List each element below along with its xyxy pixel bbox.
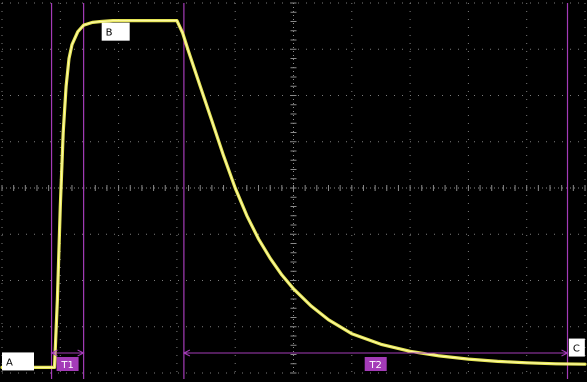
interval-annotations: T1 T2 — [50, 349, 569, 371]
interval-arrow-head — [182, 349, 191, 357]
cursor-markers — [50, 3, 569, 379]
annotation-box — [101, 22, 130, 41]
interval-label-box — [364, 357, 387, 371]
annotation-label: B — [106, 28, 113, 39]
annotation-box — [568, 338, 585, 357]
interval-label: T1 — [60, 360, 73, 371]
signal-trace-core — [2, 20, 586, 368]
annotation-label: A — [6, 357, 13, 368]
interval-arrow-head — [77, 349, 85, 357]
point-annotations: A B C — [2, 22, 585, 371]
signal-trace-layer — [0, 19, 587, 369]
interval-label-box — [56, 357, 79, 371]
interval-arrow-head — [50, 349, 58, 357]
interval-arrow-head — [561, 349, 569, 357]
annotation-label: C — [573, 344, 580, 355]
annotation-box — [2, 352, 34, 371]
interval-label: T2 — [368, 360, 381, 371]
